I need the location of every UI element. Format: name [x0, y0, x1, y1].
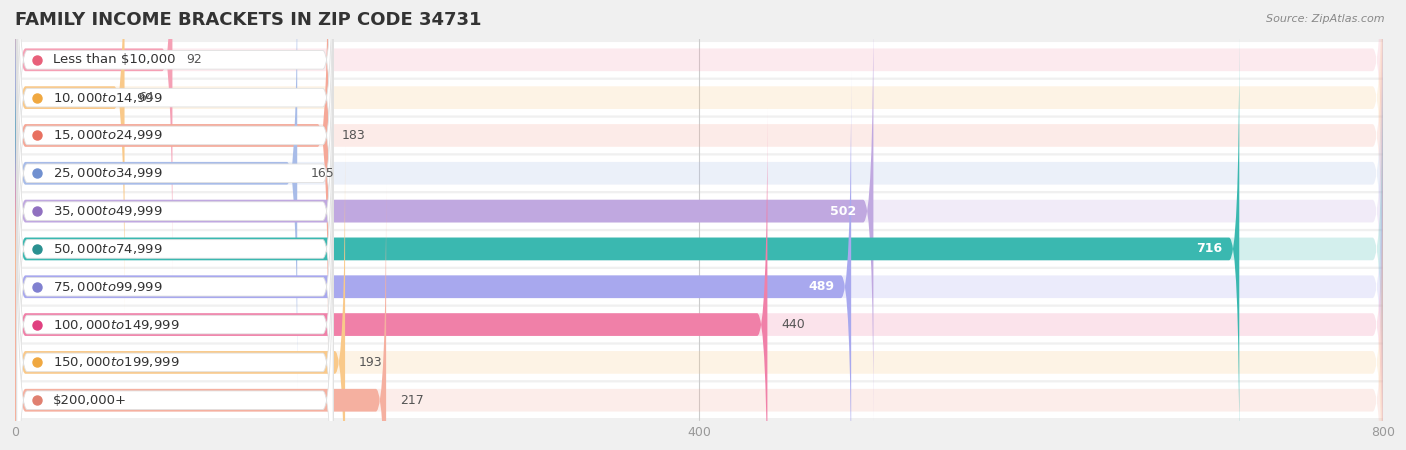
FancyBboxPatch shape: [17, 107, 333, 450]
Text: Less than $10,000: Less than $10,000: [53, 53, 176, 66]
Text: 489: 489: [808, 280, 834, 293]
FancyBboxPatch shape: [17, 0, 333, 391]
Text: $25,000 to $34,999: $25,000 to $34,999: [53, 166, 163, 180]
FancyBboxPatch shape: [15, 0, 125, 313]
FancyBboxPatch shape: [15, 0, 1384, 275]
Text: $10,000 to $14,999: $10,000 to $14,999: [53, 90, 163, 105]
FancyBboxPatch shape: [15, 156, 1384, 191]
Text: FAMILY INCOME BRACKETS IN ZIP CODE 34731: FAMILY INCOME BRACKETS IN ZIP CODE 34731: [15, 11, 482, 29]
FancyBboxPatch shape: [15, 147, 344, 450]
FancyBboxPatch shape: [15, 42, 1384, 77]
FancyBboxPatch shape: [15, 0, 873, 427]
Text: $15,000 to $24,999: $15,000 to $24,999: [53, 128, 163, 143]
FancyBboxPatch shape: [15, 0, 297, 389]
Text: 193: 193: [359, 356, 382, 369]
Text: 502: 502: [830, 205, 856, 218]
Text: $150,000 to $199,999: $150,000 to $199,999: [53, 356, 179, 369]
FancyBboxPatch shape: [15, 382, 1384, 418]
FancyBboxPatch shape: [15, 0, 328, 351]
Text: Source: ZipAtlas.com: Source: ZipAtlas.com: [1267, 14, 1385, 23]
Text: $75,000 to $99,999: $75,000 to $99,999: [53, 280, 163, 294]
FancyBboxPatch shape: [15, 109, 768, 450]
FancyBboxPatch shape: [15, 71, 851, 450]
FancyBboxPatch shape: [17, 32, 333, 450]
Text: 440: 440: [782, 318, 804, 331]
FancyBboxPatch shape: [15, 231, 1384, 267]
FancyBboxPatch shape: [15, 109, 1384, 450]
FancyBboxPatch shape: [17, 0, 333, 353]
FancyBboxPatch shape: [15, 33, 1384, 450]
FancyBboxPatch shape: [15, 184, 1384, 450]
Text: 92: 92: [186, 53, 202, 66]
FancyBboxPatch shape: [15, 345, 1384, 380]
FancyBboxPatch shape: [15, 80, 1384, 115]
FancyBboxPatch shape: [15, 184, 387, 450]
FancyBboxPatch shape: [15, 118, 1384, 153]
Text: 165: 165: [311, 167, 335, 180]
FancyBboxPatch shape: [15, 269, 1384, 305]
Text: $50,000 to $74,999: $50,000 to $74,999: [53, 242, 163, 256]
FancyBboxPatch shape: [15, 0, 1384, 313]
FancyBboxPatch shape: [17, 183, 333, 450]
FancyBboxPatch shape: [17, 69, 333, 450]
FancyBboxPatch shape: [15, 0, 1384, 351]
FancyBboxPatch shape: [15, 33, 1239, 450]
FancyBboxPatch shape: [15, 0, 1384, 389]
FancyBboxPatch shape: [15, 0, 173, 275]
FancyBboxPatch shape: [15, 147, 1384, 450]
FancyBboxPatch shape: [15, 194, 1384, 229]
FancyBboxPatch shape: [15, 0, 1384, 427]
Text: $35,000 to $49,999: $35,000 to $49,999: [53, 204, 163, 218]
FancyBboxPatch shape: [17, 0, 333, 315]
FancyBboxPatch shape: [15, 71, 1384, 450]
Text: 217: 217: [399, 394, 423, 407]
FancyBboxPatch shape: [17, 0, 333, 429]
Text: $100,000 to $149,999: $100,000 to $149,999: [53, 318, 179, 332]
Text: 716: 716: [1197, 243, 1222, 256]
Text: 64: 64: [138, 91, 155, 104]
FancyBboxPatch shape: [15, 307, 1384, 342]
Text: 183: 183: [342, 129, 366, 142]
Text: $200,000+: $200,000+: [53, 394, 127, 407]
FancyBboxPatch shape: [17, 0, 333, 278]
FancyBboxPatch shape: [17, 145, 333, 450]
